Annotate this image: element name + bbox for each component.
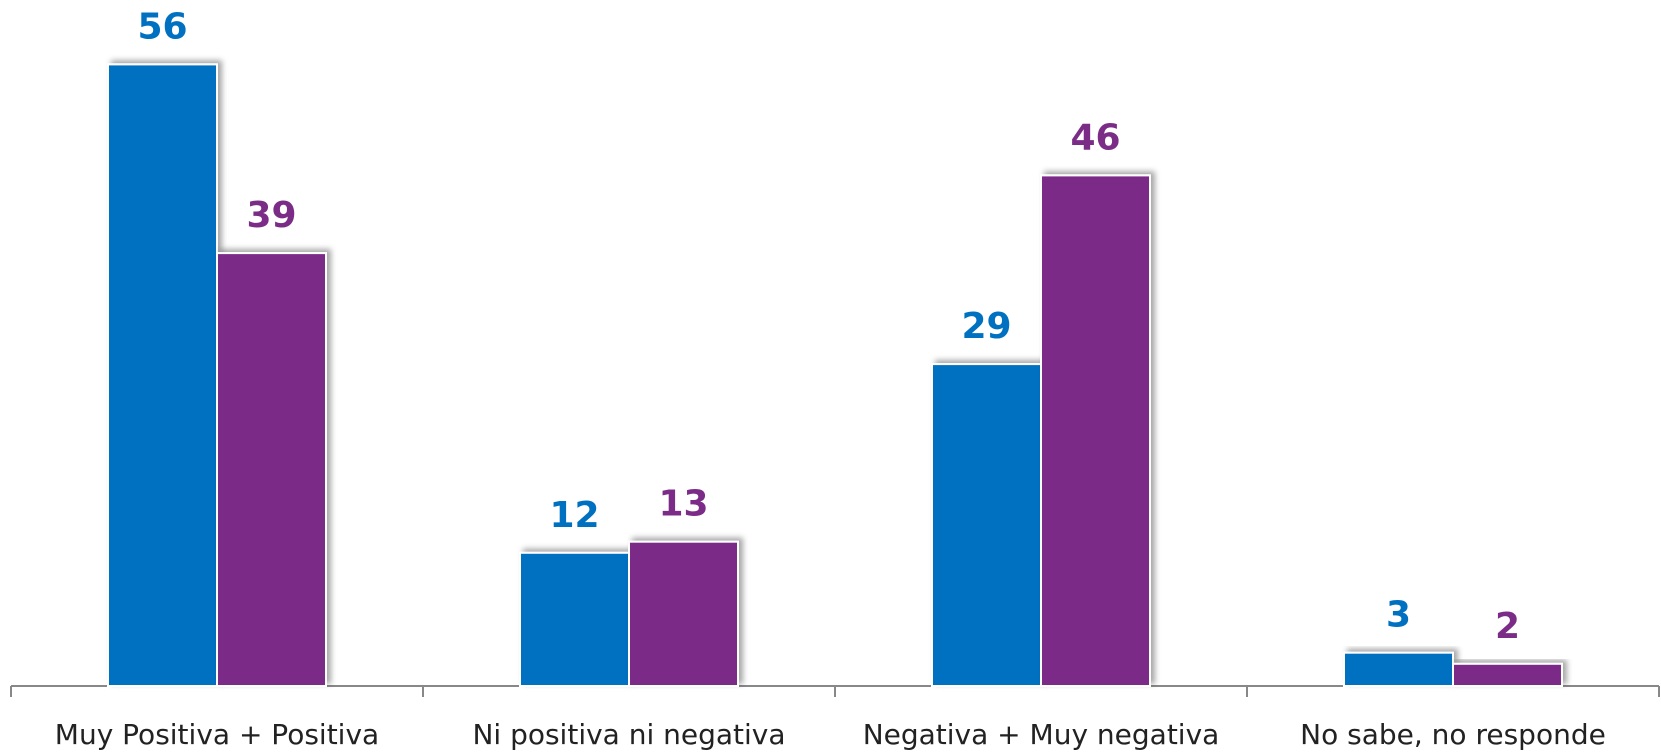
bar	[519, 551, 630, 687]
x-tick-label: Ni positiva ni negativa	[472, 718, 785, 751]
bar	[107, 63, 218, 687]
value-label: 12	[549, 495, 599, 536]
x-tick-label: Negativa + Muy negativa	[863, 718, 1220, 751]
bar	[216, 252, 327, 687]
bar	[931, 363, 1042, 687]
value-label: 46	[1070, 117, 1120, 158]
bar	[628, 540, 739, 688]
bar	[1452, 662, 1563, 687]
value-label: 13	[658, 484, 708, 525]
x-tick-label: Muy Positiva + Positiva	[55, 718, 379, 751]
value-label: 3	[1386, 595, 1411, 636]
bar	[1343, 651, 1454, 688]
value-label: 39	[246, 195, 296, 236]
value-label: 2	[1495, 606, 1520, 647]
x-tick-label: No sabe, no responde	[1300, 718, 1606, 751]
value-label: 29	[961, 306, 1011, 347]
value-label: 56	[137, 6, 187, 47]
bar	[1040, 174, 1151, 687]
